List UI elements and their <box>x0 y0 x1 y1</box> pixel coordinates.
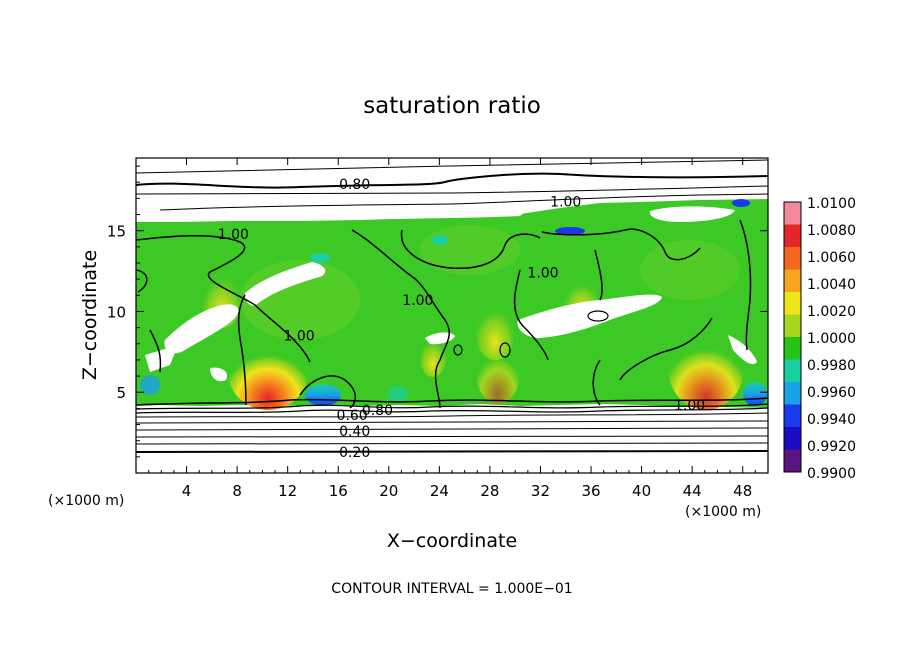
dry-region <box>728 335 757 365</box>
x-tick-label: 4 <box>182 482 192 500</box>
colorbar-label: 0.9960 <box>807 385 856 401</box>
colorbar-swatch <box>784 449 801 473</box>
colorbar-label: 1.0100 <box>807 196 856 212</box>
x-axis: 4 8 12 16 20 24 28 32 36 40 44 48 <box>148 158 756 500</box>
cold-patch <box>732 199 750 207</box>
x-tick-label: 8 <box>232 482 242 500</box>
x-tick-label: 40 <box>632 482 651 500</box>
contour-label: 1.00 <box>218 227 249 243</box>
cold-patch <box>432 235 448 245</box>
colorbar-label: 1.0040 <box>807 277 856 293</box>
contour-label: 1.00 <box>527 266 558 282</box>
colorbar-swatch <box>784 202 801 225</box>
contour-lines <box>136 159 768 453</box>
colorbar-swatch <box>784 314 801 338</box>
dry-region <box>145 345 178 372</box>
dry-region <box>210 367 228 382</box>
contour-label: 1.00 <box>402 293 433 309</box>
colorbar-label: 0.9980 <box>807 358 856 374</box>
colorbar-swatch <box>784 224 801 248</box>
cold-patch <box>140 375 160 395</box>
contour-label: 0.80 <box>339 177 370 193</box>
warm-plume <box>419 333 447 377</box>
colorbar-swatch <box>784 359 801 383</box>
footer-contour-interval: CONTOUR INTERVAL = 1.000E−01 <box>331 581 572 597</box>
dry-region <box>136 209 525 221</box>
colorbar-label: 0.9920 <box>807 439 856 455</box>
x-tick-label: 36 <box>581 482 600 500</box>
contour-label: 1.00 <box>674 398 705 414</box>
colorbar-label: 0.9940 <box>807 412 856 428</box>
field-patch <box>640 240 740 300</box>
colorbar-swatch <box>784 337 801 360</box>
colorbar-label: 1.0020 <box>807 304 856 320</box>
colorbar-swatch <box>784 382 801 405</box>
x-axis-label: X−coordinate <box>387 530 517 552</box>
dry-region <box>517 294 662 338</box>
colorbar-swatch <box>784 247 801 270</box>
x-tick-label: 12 <box>278 482 297 500</box>
colorbar-label: 1.0060 <box>807 250 856 266</box>
x-tick-label: 24 <box>430 482 449 500</box>
cold-patch <box>388 386 408 402</box>
warm-plume <box>668 326 744 410</box>
y-tick-label: 10 <box>107 303 126 321</box>
contour-label: 0.40 <box>339 424 370 440</box>
colorbar-swatch <box>784 269 801 293</box>
x-tick-label: 28 <box>480 482 499 500</box>
cold-patch <box>743 382 767 406</box>
x-tick-label: 32 <box>531 482 550 500</box>
y-tick-label: 15 <box>107 223 126 241</box>
y-axis-label: Z−coordinate <box>79 250 101 380</box>
contour-label: 0.20 <box>339 445 370 461</box>
warm-plume <box>475 300 515 360</box>
cold-patch <box>555 227 585 235</box>
x-unit-right: (×1000 m) <box>685 504 761 520</box>
x-tick-label: 44 <box>683 482 702 500</box>
dry-region <box>164 304 239 354</box>
contour-labels: 0.801.001.001.001.001.001.000.800.600.40… <box>218 177 705 461</box>
x-tick-label: 16 <box>329 482 348 500</box>
dry-region <box>244 262 326 306</box>
contour-label: 1.00 <box>283 329 314 345</box>
cold-patch <box>310 253 330 263</box>
colorbar-swatch <box>784 427 801 450</box>
x-unit-left: (×1000 m) <box>48 493 124 509</box>
colorbar-swatch <box>784 404 801 428</box>
contour-label: 1.00 <box>550 195 581 211</box>
colorbar-swatch <box>784 292 801 315</box>
cold-patch <box>305 384 341 406</box>
colorbar-frame <box>783 201 802 473</box>
dry-region <box>649 206 735 222</box>
saturation-field: 0.801.001.001.001.001.001.000.800.600.40… <box>136 158 768 473</box>
colorbar-label: 1.0080 <box>807 223 856 239</box>
x-tick-label: 20 <box>379 482 398 500</box>
colorbar-label: 0.9900 <box>807 466 856 482</box>
y-tick-label: 5 <box>116 384 126 402</box>
contour-label: 0.80 <box>362 403 393 419</box>
chart-title: saturation ratio <box>363 93 541 119</box>
colorbar-label: 1.0000 <box>807 331 856 347</box>
warm-plume <box>228 334 308 410</box>
contour-label: 0.60 <box>337 408 368 424</box>
x-tick-label: 48 <box>733 482 752 500</box>
colorbar: 1.0100 1.0080 1.0060 1.0040 1.0020 1.0000 0.99… <box>783 196 856 482</box>
y-axis: 5 10 15 <box>107 165 768 458</box>
